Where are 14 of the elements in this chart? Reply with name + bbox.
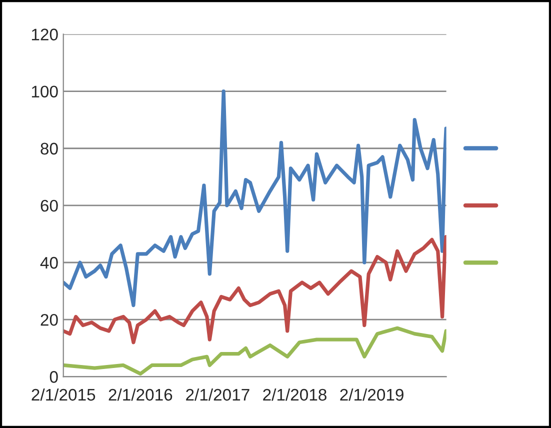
y-tick-label: 20 — [40, 314, 58, 326]
x-tick-label: 2/1/2019 — [340, 388, 404, 401]
y-tick-label: 100 — [32, 86, 58, 98]
x-tick-label: 2/1/2017 — [186, 388, 250, 401]
y-tick-label: 80 — [40, 142, 58, 155]
x-tick-label: 2/1/2015 — [32, 388, 96, 401]
x-tick-label: 2/1/2016 — [108, 388, 172, 401]
line-series — [63, 90, 446, 308]
y-tick-label: 120 — [32, 28, 58, 40]
y-tick-label: 60 — [40, 200, 58, 212]
x-tick-label: 2/1/2018 — [263, 388, 326, 401]
line-series — [63, 235, 446, 344]
y-tick-label: 0 — [50, 371, 58, 383]
y-tick-label: 40 — [40, 256, 58, 269]
